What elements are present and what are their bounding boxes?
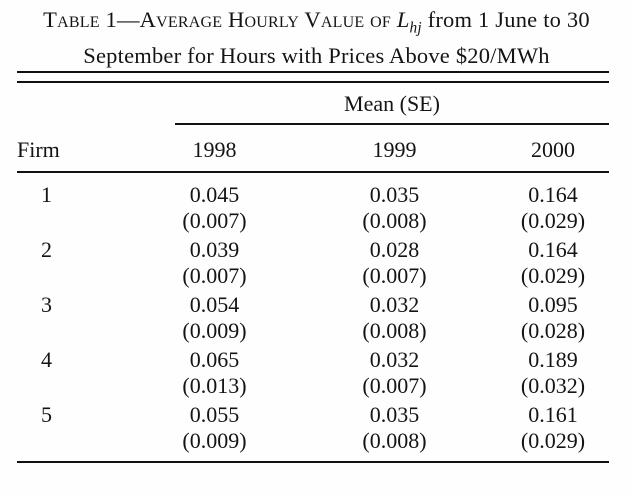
mean-1999: 0.035 (369, 182, 420, 207)
firm-id-spacer (17, 318, 137, 344)
table-row-firm2-se: (0.007) (0.007) (0.029) (17, 263, 609, 289)
table-row-firm1-mean: 1 0.045 0.035 0.164 (17, 172, 609, 208)
mean-1999: 0.032 (369, 292, 420, 317)
firm-id: 3 (41, 292, 52, 317)
se-2000: (0.029) (520, 263, 586, 288)
mean-1998: 0.054 (189, 292, 240, 317)
table-title: Table 1—Average Hourly Value of Lhj from… (9, 6, 624, 69)
se-1999: (0.008) (362, 428, 427, 453)
se-2000: (0.028) (520, 318, 586, 343)
mean-2000: 0.161 (528, 402, 578, 427)
mean-2000: 0.164 (528, 182, 578, 207)
se-1998: (0.013) (182, 373, 247, 398)
column-header-row: Firm 1998 1999 2000 (17, 125, 609, 173)
variable-L: L (396, 7, 410, 32)
firm-id-spacer (17, 428, 137, 460)
table-title-line2: to 30 September for Hours with Prices Ab… (83, 7, 590, 68)
group-header-label: Mean (SE) (175, 91, 609, 125)
mean-1998: 0.039 (189, 237, 240, 262)
se-2000: (0.029) (520, 208, 586, 233)
data-table: Mean (SE) Firm 1998 1999 2000 1 0.045 0.… (17, 83, 609, 460)
mean-1998: 0.065 (189, 347, 240, 372)
se-1998: (0.009) (182, 428, 247, 453)
table-container: Mean (SE) Firm 1998 1999 2000 1 0.045 0.… (17, 71, 609, 463)
firm-id-spacer (17, 373, 137, 399)
se-1998: (0.007) (182, 263, 247, 288)
se-2000: (0.029) (520, 428, 586, 453)
firm-id: 5 (41, 402, 52, 427)
table-row-firm4-se: (0.013) (0.007) (0.032) (17, 373, 609, 399)
column-header-2000: 2000 (497, 125, 609, 173)
mean-1999: 0.028 (369, 237, 420, 262)
table-row-firm4-mean: 4 0.065 0.032 0.189 (17, 344, 609, 373)
group-header-spacer (17, 83, 137, 125)
mean-1999: 0.035 (369, 402, 420, 427)
se-1999: (0.007) (362, 373, 427, 398)
bottom-rule (17, 461, 609, 463)
table-row-firm5-mean: 5 0.055 0.035 0.161 (17, 399, 609, 428)
firm-id: 4 (41, 347, 52, 372)
column-header-1998: 1998 (137, 125, 292, 173)
mean-1998: 0.055 (189, 402, 240, 427)
table-row-firm2-mean: 2 0.039 0.028 0.164 (17, 234, 609, 263)
column-header-firm: Firm (17, 125, 137, 173)
mean-1999: 0.032 (369, 347, 420, 372)
se-2000: (0.032) (520, 373, 586, 398)
se-1999: (0.007) (362, 263, 427, 288)
mean-2000: 0.095 (528, 292, 578, 317)
table-row-firm3-se: (0.009) (0.008) (0.028) (17, 318, 609, 344)
firm-id-spacer (17, 263, 137, 289)
se-1998: (0.009) (182, 318, 247, 343)
se-1999: (0.008) (362, 318, 427, 343)
table-row-firm3-mean: 3 0.054 0.032 0.095 (17, 289, 609, 318)
se-1998: (0.007) (182, 208, 247, 233)
column-header-1999: 1999 (292, 125, 497, 173)
table-row-firm5-se: (0.009) (0.008) (0.029) (17, 428, 609, 460)
table-row-firm1-se: (0.007) (0.008) (0.029) (17, 208, 609, 234)
mean-2000: 0.189 (528, 347, 578, 372)
mean-1998: 0.045 (189, 182, 240, 207)
se-1999: (0.008) (362, 208, 427, 233)
group-header-cell: Mean (SE) (137, 83, 609, 125)
group-header-row: Mean (SE) (17, 83, 609, 125)
variable-subscript: hj (409, 19, 422, 37)
mean-2000: 0.164 (528, 237, 578, 262)
table-title-rest-line1: from 1 June (421, 7, 538, 32)
firm-id: 1 (41, 182, 52, 207)
firm-id: 2 (41, 237, 52, 262)
top-double-rule (17, 71, 609, 83)
table-title-smallcaps: Table 1—Average Hourly Value of (43, 7, 397, 32)
firm-id-spacer (17, 208, 137, 234)
